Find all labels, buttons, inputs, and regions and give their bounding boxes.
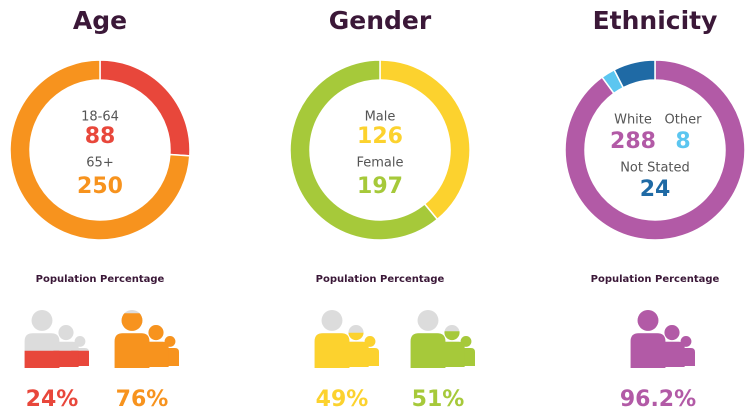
category-value: 126 (357, 124, 403, 149)
donut-segment (564, 59, 746, 241)
percent-label: 96.2% (620, 387, 696, 412)
percent-title: Population Percentage (591, 274, 720, 285)
category-label: White (614, 113, 652, 128)
chart-title: Age (73, 6, 127, 35)
percent-label: 76% (116, 387, 169, 412)
people-icon-fill (630, 310, 695, 368)
category-label: Male (365, 110, 396, 125)
chart-title: Gender (329, 6, 432, 35)
category-label: Female (356, 156, 403, 171)
percent-title: Population Percentage (316, 274, 445, 285)
percent-label: 49% (316, 387, 369, 412)
category-value: 197 (357, 174, 403, 199)
donut-segment (289, 59, 439, 241)
people-icon-fill (314, 332, 379, 368)
category-value: 88 (85, 124, 116, 149)
percent-label: 51% (412, 387, 465, 412)
people-icon-fill (410, 331, 475, 368)
percent-label: 24% (26, 387, 79, 412)
donut-segment (9, 59, 191, 241)
donut-segment (613, 59, 656, 89)
people-icon-fill (24, 350, 89, 368)
category-value: 288 (610, 129, 656, 154)
category-value: 24 (640, 177, 671, 202)
category-label: Other (665, 113, 703, 128)
category-value: 8 (675, 129, 690, 154)
chart-title: Ethnicity (593, 6, 718, 35)
category-label: 18-64 (81, 110, 119, 125)
percent-title: Population Percentage (36, 274, 165, 285)
category-label: 65+ (86, 156, 113, 171)
people-icon-fill (114, 313, 179, 368)
category-value: 250 (77, 174, 123, 199)
category-label: Not Stated (620, 161, 690, 176)
